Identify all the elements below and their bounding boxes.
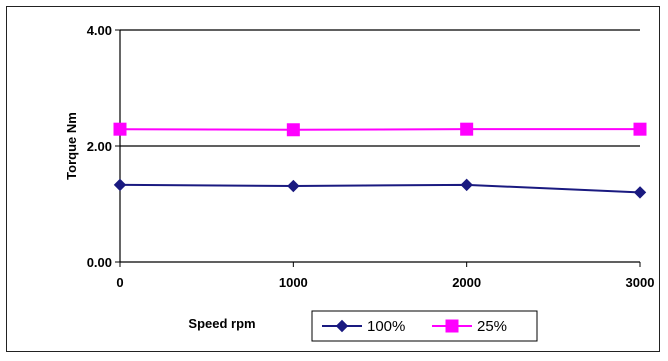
series-0-point-1 — [287, 179, 300, 193]
legend: 100% 25% — [311, 310, 538, 342]
x-axis-ticks: 0 1000 2000 3000 — [116, 262, 654, 290]
x-axis-title: Speed rpm — [188, 316, 255, 331]
series-line-0 — [119, 183, 641, 194]
x-tick-label-1: 1000 — [279, 275, 308, 290]
series-1 — [113, 122, 647, 137]
series-0-point-2 — [460, 178, 473, 192]
series-line-1 — [119, 128, 640, 131]
gridlines — [120, 29, 640, 147]
legend-label-1: 25% — [477, 318, 507, 335]
series-1-point-2 — [460, 122, 474, 136]
legend-item-1: 25% — [432, 318, 507, 335]
x-tick-label-0: 0 — [116, 275, 123, 290]
y-tick-label-0: 0.00 — [87, 255, 112, 270]
x-tick-label-2: 2000 — [452, 275, 481, 290]
y-tick-label-1: 2.00 — [87, 139, 112, 154]
series-1-point-3 — [633, 122, 647, 136]
x-tick-label-3: 3000 — [626, 275, 655, 290]
chart-frame — [6, 6, 660, 352]
legend-marker-1 — [445, 319, 459, 333]
series-1-point-1 — [286, 123, 300, 137]
series-1-point-0 — [113, 122, 127, 136]
legend-marker-0 — [335, 319, 349, 333]
y-axis-title: Torque Nm — [64, 112, 79, 180]
series-0-point-3 — [633, 186, 647, 199]
y-tick-label-2: 4.00 — [87, 23, 112, 38]
series-0 — [113, 178, 647, 199]
series-layer — [113, 122, 647, 199]
y-axis-ticks: 0.00 2.00 4.00 — [87, 23, 120, 270]
legend-item-0: 100% — [322, 318, 405, 335]
legend-label-0: 100% — [367, 318, 405, 335]
series-0-point-0 — [113, 178, 127, 192]
